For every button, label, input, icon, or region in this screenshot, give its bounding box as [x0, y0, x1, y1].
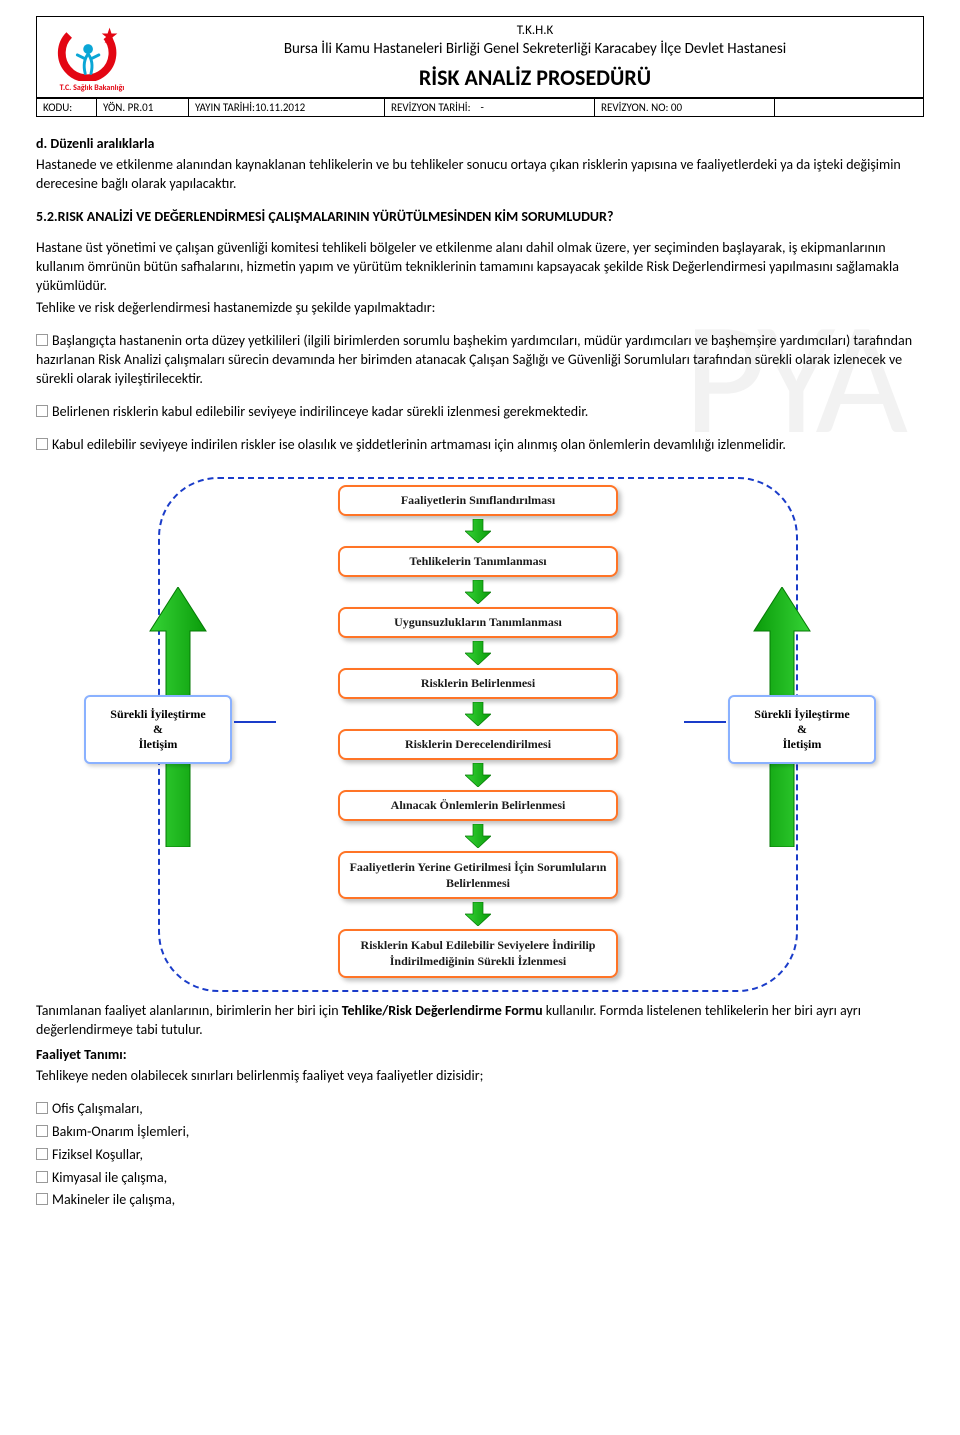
bullet-3: Kabul edilebilir seviyeye indirilen risk…	[36, 436, 924, 455]
flow-step-3: Uygunsuzlukların Tanımlanması	[338, 607, 618, 638]
flow-step-8: Risklerin Kabul Edilebilir Seviyelere İn…	[338, 929, 618, 977]
flow-arrow-down-icon	[465, 641, 491, 665]
flow-arrow-down-icon	[465, 702, 491, 726]
header-tkhk: T.K.H.K	[153, 23, 917, 38]
end-list-item-2: Bakım-Onarım İşlemleri,	[36, 1123, 924, 1142]
section-5-2-paragraph-2: Tehlike ve risk değerlendirmesi hastanem…	[36, 299, 924, 318]
flow-arrow-down-icon	[465, 580, 491, 604]
side-box-right: Sürekli İyileştirme & İletişim	[728, 695, 876, 764]
ministry-logo-icon	[53, 21, 131, 81]
end-list-item-5: Makineler ile çalışma,	[36, 1191, 924, 1210]
meta-empty	[775, 99, 923, 116]
meta-rev-tarih: REVİZYON TARİHİ: -	[385, 99, 595, 116]
flow-arrow-down-icon	[465, 519, 491, 543]
document-header: T.C. Sağlık Bakanlığı T.K.H.K Bursa İli …	[36, 16, 924, 117]
flow-step-4: Risklerin Belirlenmesi	[338, 668, 618, 699]
flow-step-7: Faaliyetlerin Yerine Getirilmesi İçin So…	[338, 851, 618, 899]
bullet-1: Başlangıçta hastanenin orta düzey yetkil…	[36, 332, 924, 389]
flow-step-6: Alınacak Önlemlerin Belirlenmesi	[338, 790, 618, 821]
section-5-2-paragraph-1: Hastane üst yönetimi ve çalışan güvenliğ…	[36, 239, 924, 296]
flow-arrow-down-icon	[465, 763, 491, 787]
connector-left	[234, 721, 276, 723]
flow-arrow-down-icon	[465, 824, 491, 848]
meta-kodu-value: YÖN. PR.01	[97, 99, 189, 116]
faaliyet-heading: Faaliyet Tanımı:	[36, 1046, 924, 1063]
section-d-heading: d. Düzenli aralıklarla	[36, 135, 924, 152]
meta-rev-no: REVİZYON. NO: 00	[595, 99, 775, 116]
bullet-2: Belirlenen risklerin kabul edilebilir se…	[36, 403, 924, 422]
flow-arrow-down-icon	[465, 902, 491, 926]
flowchart: Sürekli İyileştirme & İletişim Sürekli İ…	[36, 467, 924, 1007]
faaliyet-paragraph: Tehlikeye neden olabilecek sınırları bel…	[36, 1067, 924, 1086]
end-list-item-3: Fiziksel Koşullar,	[36, 1146, 924, 1165]
end-list-item-1: Ofis Çalışmaları,	[36, 1100, 924, 1119]
meta-yayin: YAYIN TARİHİ:10.11.2012	[189, 99, 385, 116]
end-list-item-4: Kimyasal ile çalışma,	[36, 1169, 924, 1188]
flow-step-5: Risklerin Derecelendirilmesi	[338, 729, 618, 760]
document-title: RİSK ANALİZ PROSEDÜRÜ	[153, 64, 917, 91]
document-meta-row: KODU: YÖN. PR.01 YAYIN TARİHİ:10.11.2012…	[37, 98, 923, 116]
logo-subtitle: T.C. Sağlık Bakanlığı	[60, 83, 125, 93]
header-organization: Bursa İli Kamu Hastaneleri Birliği Genel…	[153, 40, 917, 58]
meta-kodu-label: KODU:	[37, 99, 97, 116]
section-d-paragraph: Hastanede ve etkilenme alanından kaynakl…	[36, 156, 924, 194]
flow-step-2: Tehlikelerin Tanımlanması	[338, 546, 618, 577]
connector-right	[684, 721, 726, 723]
flow-step-1: Faaliyetlerin Sınıflandırılması	[338, 485, 618, 516]
side-box-left: Sürekli İyileştirme & İletişim	[84, 695, 232, 764]
section-5-2-heading: 5.2.RISK ANALİZİ VE DEĞERLENDİRMESİ ÇALI…	[36, 208, 924, 225]
